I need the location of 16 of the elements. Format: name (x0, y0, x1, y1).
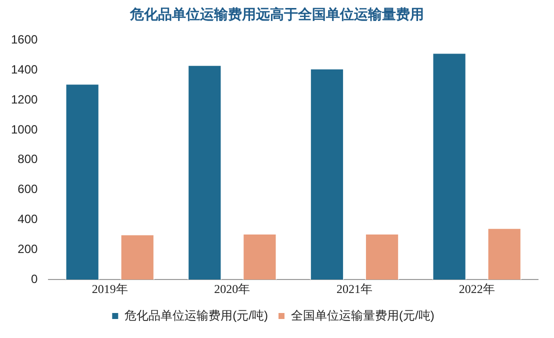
y-tick-label: 1400 (10, 62, 38, 76)
y-tick-label: 1000 (10, 122, 38, 136)
legend-label: 全国单位运输量费用(元/吨) (291, 308, 434, 322)
y-tick-label: 1600 (10, 32, 38, 47)
y-tick-label: 800 (18, 152, 38, 166)
y-tick-label: 0 (31, 272, 38, 286)
legend-label: 危化品单位运输费用(元/吨) (124, 308, 268, 322)
x-tick-label: 2020年 (214, 282, 250, 296)
y-tick-label: 200 (18, 242, 38, 256)
x-tick-label: 2022年 (458, 282, 495, 296)
y-tick-label: 1200 (10, 92, 38, 106)
x-tick-label: 2019年 (92, 282, 128, 296)
x-tick-label: 2021年 (336, 282, 373, 296)
chart-title: 危化品单位运输费用远高于全国单位运输量费用 (129, 6, 425, 24)
y-tick-label: 600 (18, 182, 38, 196)
y-tick-label: 400 (18, 212, 38, 226)
